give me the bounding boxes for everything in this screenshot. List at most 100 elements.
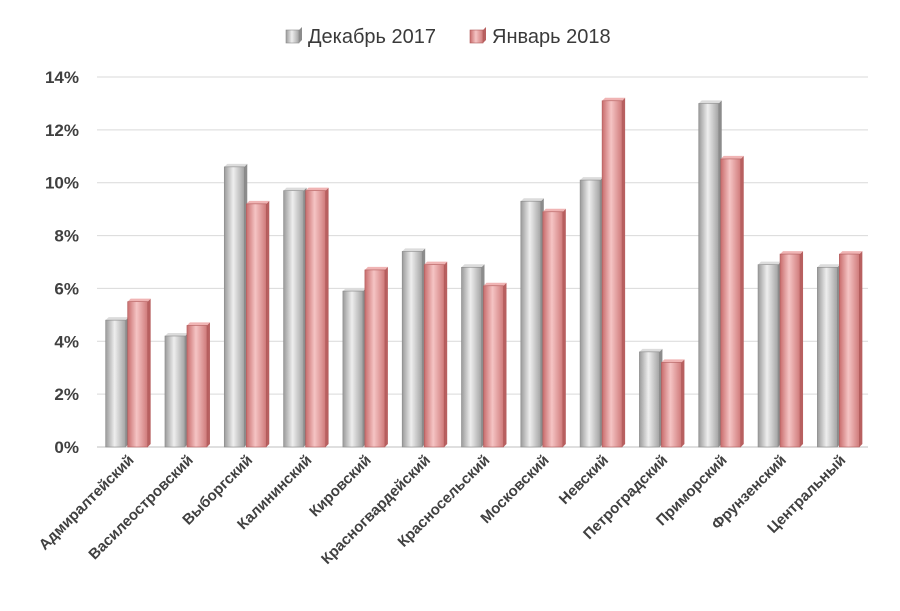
bar-front — [461, 266, 482, 448]
bar-front — [720, 158, 742, 448]
bar — [423, 261, 448, 448]
bar-front — [698, 103, 720, 448]
bar-front — [757, 264, 779, 448]
legend: Декабрь 2017 Январь 2018 — [285, 26, 611, 48]
legend-item: Январь 2018 — [469, 26, 611, 48]
bar — [817, 264, 841, 448]
legend-label: Декабрь 2017 — [308, 26, 436, 48]
x-category-label: Василеостровский — [85, 452, 196, 563]
bar-top — [305, 187, 329, 191]
bar-front — [542, 211, 564, 448]
bar-top — [424, 261, 448, 265]
bar-top — [461, 264, 485, 268]
bar-front — [579, 179, 601, 448]
bar — [223, 163, 248, 448]
bar-front — [105, 319, 126, 448]
bar-front — [283, 190, 304, 448]
bar-top — [817, 264, 841, 268]
bar — [105, 317, 129, 448]
bar-front — [779, 253, 801, 448]
bar-top — [839, 251, 863, 255]
bar-front — [186, 325, 208, 448]
bar-front — [661, 362, 682, 448]
x-axis: АдмиралтейскийВасилеостровскийВыборгский… — [36, 452, 849, 568]
x-category-label: Невский — [556, 452, 612, 508]
bar — [698, 100, 722, 448]
y-tick-label: 12% — [45, 121, 79, 140]
bar-front — [817, 266, 838, 448]
bar-top — [246, 200, 270, 204]
bar-top — [483, 282, 507, 286]
bar-top — [639, 348, 663, 352]
bar — [542, 208, 566, 448]
legend-swatch — [469, 29, 484, 44]
bar-top — [186, 322, 210, 326]
bar — [757, 261, 782, 448]
bar-side — [147, 298, 151, 447]
bar-front — [520, 200, 542, 448]
bar-top — [580, 177, 604, 181]
bar-front — [601, 100, 623, 448]
bar-top — [364, 266, 388, 270]
y-tick-label: 2% — [54, 385, 79, 404]
bar-top — [758, 261, 782, 265]
bar-front — [305, 190, 326, 448]
bar-top — [720, 155, 744, 159]
bar-top — [342, 288, 366, 292]
bar — [601, 97, 626, 448]
bar-side — [503, 282, 507, 447]
bar — [839, 251, 863, 448]
bar-front — [483, 285, 504, 448]
bar-side — [325, 187, 329, 447]
bar-front — [401, 251, 423, 448]
bar-front — [164, 335, 186, 448]
bar — [483, 282, 507, 448]
bars — [105, 97, 863, 448]
bar — [364, 266, 388, 448]
bar-top — [698, 100, 722, 104]
bar — [661, 359, 685, 448]
bar-top — [520, 198, 544, 202]
bar — [342, 288, 366, 448]
bar — [639, 348, 663, 448]
bar-side — [859, 251, 863, 447]
bar-top — [283, 187, 307, 191]
y-axis: 0% 2% 4% 6% 8% 10% 12% 14% — [45, 68, 79, 457]
legend-item: Декабрь 2017 — [285, 26, 436, 48]
bar — [779, 251, 804, 448]
bar — [720, 155, 744, 448]
bar — [127, 298, 151, 448]
y-tick-label: 8% — [54, 227, 79, 246]
bar-top — [105, 317, 129, 321]
bar-side — [562, 208, 566, 447]
legend-swatch — [285, 29, 300, 44]
bar — [579, 177, 604, 448]
bar-side — [740, 155, 744, 447]
bar-front — [245, 203, 267, 448]
y-tick-label: 4% — [54, 332, 79, 351]
bar-front — [839, 253, 860, 448]
y-tick-label: 6% — [54, 279, 79, 298]
bar — [305, 187, 329, 448]
y-tick-label: 14% — [45, 68, 79, 87]
bar-side — [444, 261, 448, 447]
bar-side — [800, 251, 804, 447]
bar — [520, 198, 544, 448]
x-category-label: Красногвардейский — [318, 452, 434, 568]
bar — [245, 200, 270, 448]
y-tick-label: 0% — [54, 438, 79, 457]
bar-front — [639, 351, 660, 448]
bar-top — [602, 97, 626, 101]
bar-side — [681, 359, 685, 447]
bar-front — [127, 301, 148, 448]
bar-side — [384, 266, 388, 447]
bar — [164, 333, 188, 448]
bar-top — [127, 298, 151, 302]
bar-top — [542, 208, 566, 212]
bar-front — [364, 269, 386, 448]
legend-label: Январь 2018 — [492, 26, 611, 48]
bar-front — [342, 290, 364, 448]
bar-side — [266, 200, 270, 447]
legend-swatch-side — [483, 27, 486, 43]
